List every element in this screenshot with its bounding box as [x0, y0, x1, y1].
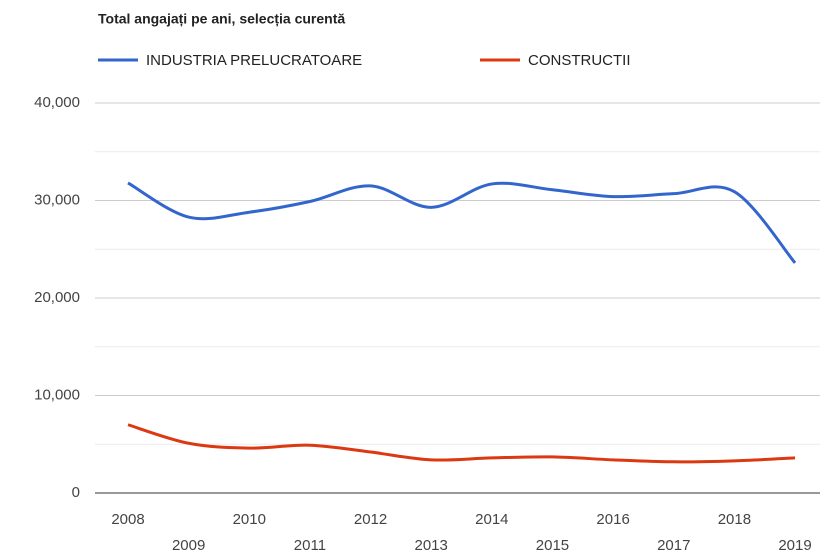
series-line [127, 423, 796, 464]
x-tick-label: 2019 [778, 537, 811, 554]
y-tick-label: 40,000 [34, 94, 80, 111]
x-tick-label: 2010 [233, 511, 266, 528]
y-tick-label: 20,000 [34, 289, 80, 306]
x-tick-label: 2009 [172, 537, 205, 554]
x-tick-label: 2016 [596, 511, 629, 528]
x-tick-label: 2011 [294, 537, 326, 554]
x-tick-label: 2012 [354, 511, 387, 528]
y-tick-label: 0 [72, 484, 80, 501]
x-tick-label: 2017 [657, 537, 690, 554]
y-tick-label: 10,000 [34, 386, 80, 403]
x-tick-label: 2014 [475, 511, 508, 528]
x-tick-label: 2015 [536, 537, 569, 554]
legend-label: CONSTRUCTII [528, 52, 631, 69]
series-line [127, 181, 797, 264]
legend-label: INDUSTRIA PRELUCRATOARE [146, 52, 362, 69]
chart-title: Total angajați pe ani, selecția curentă [98, 11, 345, 27]
x-tick-label: 2008 [111, 511, 144, 528]
y-tick-label: 30,000 [34, 191, 80, 208]
x-tick-label: 2018 [718, 511, 751, 528]
x-tick-label: 2013 [415, 537, 448, 554]
